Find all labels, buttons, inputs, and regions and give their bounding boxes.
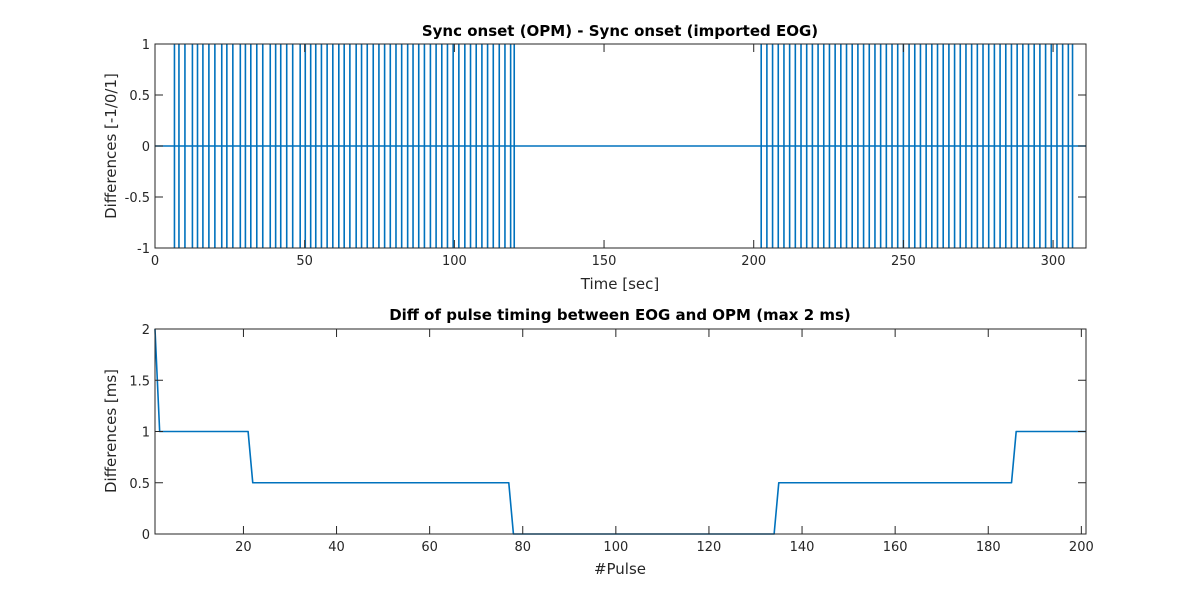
y-tick-label: -0.5 (125, 191, 150, 206)
x-tick-label: 250 (891, 254, 916, 269)
series-group (154, 328, 1086, 535)
series-line (154, 328, 1086, 535)
y-tick-label: -1 (137, 242, 150, 257)
tick-group: 20 40 60 80 100 120 140 160 180 200 0 0.5 1 1.5 2 (129, 323, 1093, 555)
x-tick-label: 300 (1041, 254, 1066, 269)
chart-sync-onset: Sync onset (OPM) - Sync onset (imported … (102, 22, 1087, 293)
y-tick-label: 0.5 (129, 477, 150, 492)
x-tick-label: 0 (151, 254, 159, 269)
y-tick-label: 2 (142, 323, 150, 338)
y-tick-label: 1 (142, 38, 150, 53)
x-tick-label: 60 (421, 540, 438, 555)
y-tick-label: 1 (142, 426, 150, 441)
chart-title: Sync onset (OPM) - Sync onset (imported … (422, 22, 818, 40)
axes-box (154, 328, 1087, 535)
chart-pulse-timing: Diff of pulse timing between EOG and OPM… (102, 306, 1094, 578)
chart-title: Diff of pulse timing between EOG and OPM… (389, 306, 851, 324)
y-tick-label: 0.5 (129, 89, 150, 104)
y-tick-label: 0 (142, 140, 150, 155)
y-axis-label: Differences [ms] (102, 369, 120, 493)
x-tick-label: 80 (514, 540, 531, 555)
x-tick-label: 120 (697, 540, 722, 555)
y-axis-label: Differences [-1/0/1] (102, 73, 120, 219)
x-axis-label: Time [sec] (580, 275, 659, 293)
x-axis-label: #Pulse (594, 560, 646, 578)
x-tick-label: 100 (603, 540, 628, 555)
x-tick-label: 50 (296, 254, 313, 269)
x-tick-label: 20 (235, 540, 252, 555)
x-tick-label: 150 (592, 254, 617, 269)
x-tick-label: 200 (741, 254, 766, 269)
x-tick-label: 200 (1069, 540, 1094, 555)
x-tick-label: 140 (790, 540, 815, 555)
x-tick-label: 180 (976, 540, 1001, 555)
x-tick-label: 40 (328, 540, 345, 555)
y-tick-label: 1.5 (129, 374, 150, 389)
series-group (155, 44, 1086, 248)
y-tick-label: 0 (142, 528, 150, 543)
x-tick-label: 100 (442, 254, 467, 269)
x-tick-label: 160 (883, 540, 908, 555)
tick-group: 0 50 100 150 200 250 300 -1 -0.5 0 0.5 1 (125, 38, 1086, 269)
